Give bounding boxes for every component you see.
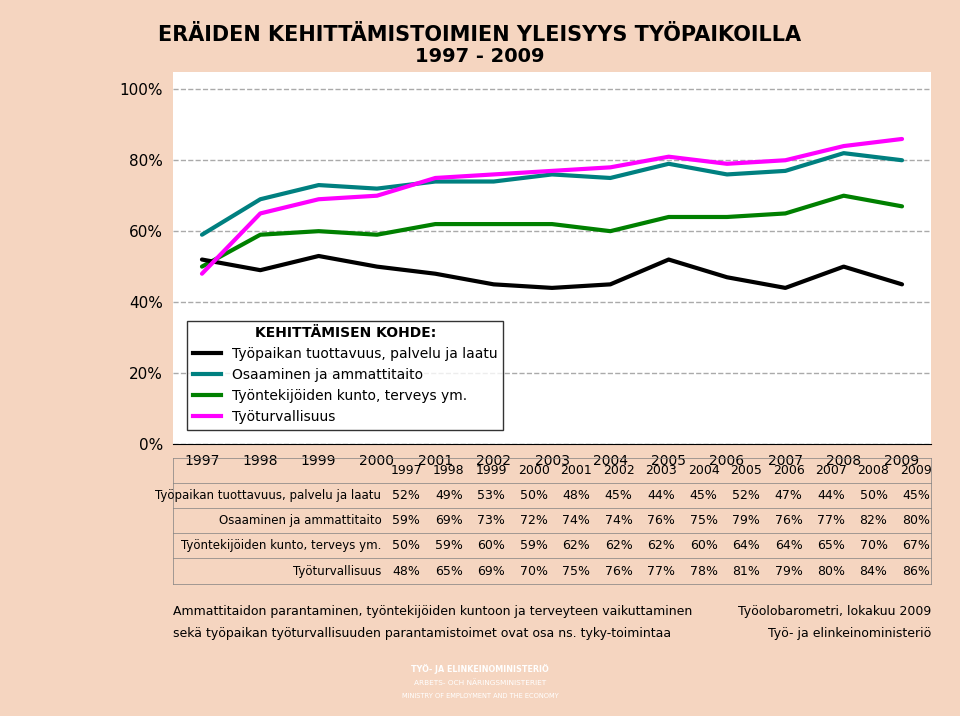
Text: 59%: 59% — [520, 539, 548, 553]
Text: 77%: 77% — [647, 564, 675, 578]
Text: 82%: 82% — [859, 514, 887, 528]
Text: 79%: 79% — [775, 564, 803, 578]
Text: 2009: 2009 — [900, 464, 932, 478]
Text: Osaaminen ja ammattitaito: Osaaminen ja ammattitaito — [219, 514, 381, 528]
Text: Työolobarometri, lokakuu 2009: Työolobarometri, lokakuu 2009 — [738, 605, 931, 618]
Text: 64%: 64% — [732, 539, 760, 553]
Text: Työpaikan tuottavuus, palvelu ja laatu: Työpaikan tuottavuus, palvelu ja laatu — [156, 489, 381, 503]
Text: ARBETS- OCH NÄRINGSMINISTERIET: ARBETS- OCH NÄRINGSMINISTERIET — [414, 679, 546, 686]
Text: Työturvallisuus: Työturvallisuus — [293, 564, 381, 578]
Text: 45%: 45% — [902, 489, 930, 503]
Text: 2008: 2008 — [857, 464, 890, 478]
Text: 1999: 1999 — [475, 464, 507, 478]
Text: Työ- ja elinkeinoministeriö: Työ- ja elinkeinoministeriö — [768, 626, 931, 639]
Text: 2005: 2005 — [731, 464, 762, 478]
Text: ERÄIDEN KEHITTÄMISTOIMIEN YLEISYYS TYÖPAIKOILLA: ERÄIDEN KEHITTÄMISTOIMIEN YLEISYYS TYÖPA… — [158, 25, 802, 45]
Text: 86%: 86% — [902, 564, 930, 578]
Text: 77%: 77% — [817, 514, 845, 528]
Text: 45%: 45% — [605, 489, 633, 503]
Text: 74%: 74% — [605, 514, 633, 528]
Text: 44%: 44% — [817, 489, 845, 503]
Text: 67%: 67% — [902, 539, 930, 553]
Text: 59%: 59% — [435, 539, 463, 553]
Text: 75%: 75% — [563, 564, 590, 578]
Text: 62%: 62% — [563, 539, 590, 553]
Text: 52%: 52% — [393, 489, 420, 503]
Text: 76%: 76% — [647, 514, 675, 528]
Text: 69%: 69% — [435, 514, 463, 528]
Text: 50%: 50% — [859, 489, 888, 503]
Text: 49%: 49% — [435, 489, 463, 503]
Text: 62%: 62% — [647, 539, 675, 553]
Text: 80%: 80% — [817, 564, 845, 578]
Text: 78%: 78% — [689, 564, 718, 578]
Text: 2006: 2006 — [773, 464, 804, 478]
Legend: Työpaikan tuottavuus, palvelu ja laatu, Osaaminen ja ammattitaito, Työntekijöide: Työpaikan tuottavuus, palvelu ja laatu, … — [187, 321, 503, 430]
Text: 50%: 50% — [519, 489, 548, 503]
Text: 76%: 76% — [605, 564, 633, 578]
Text: sekä työpaikan työturvallisuuden parantamistoimet ovat osa ns. tyky-toimintaa: sekä työpaikan työturvallisuuden paranta… — [173, 626, 671, 639]
Text: 1998: 1998 — [433, 464, 465, 478]
Text: 76%: 76% — [775, 514, 803, 528]
Text: 1997: 1997 — [391, 464, 422, 478]
Text: 1997 - 2009: 1997 - 2009 — [416, 47, 544, 66]
Text: 65%: 65% — [435, 564, 463, 578]
Text: 47%: 47% — [775, 489, 803, 503]
Text: Työntekijöiden kunto, terveys ym.: Työntekijöiden kunto, terveys ym. — [181, 539, 381, 553]
Text: 64%: 64% — [775, 539, 803, 553]
Text: TYÖ- JA ELINKEINOMINISTERIÖ: TYÖ- JA ELINKEINOMINISTERIÖ — [411, 664, 549, 674]
Text: 50%: 50% — [393, 539, 420, 553]
Text: 69%: 69% — [477, 564, 505, 578]
Text: Ammattitaidon parantaminen, työntekijöiden kuntoon ja terveyteen vaikuttaminen: Ammattitaidon parantaminen, työntekijöid… — [173, 605, 692, 618]
Text: 65%: 65% — [817, 539, 845, 553]
Text: 84%: 84% — [859, 564, 887, 578]
Text: 2003: 2003 — [645, 464, 677, 478]
Text: 2002: 2002 — [603, 464, 635, 478]
Text: 74%: 74% — [563, 514, 590, 528]
Text: 45%: 45% — [689, 489, 718, 503]
Text: 48%: 48% — [563, 489, 590, 503]
Text: 60%: 60% — [477, 539, 505, 553]
Text: 75%: 75% — [689, 514, 718, 528]
Text: 60%: 60% — [689, 539, 718, 553]
Text: MINISTRY OF EMPLOYMENT AND THE ECONOMY: MINISTRY OF EMPLOYMENT AND THE ECONOMY — [401, 692, 559, 699]
Text: 81%: 81% — [732, 564, 760, 578]
Text: 79%: 79% — [732, 514, 760, 528]
Text: 59%: 59% — [393, 514, 420, 528]
Text: 48%: 48% — [393, 564, 420, 578]
Text: 2007: 2007 — [815, 464, 847, 478]
Text: 2001: 2001 — [561, 464, 592, 478]
Text: 70%: 70% — [859, 539, 888, 553]
Text: 52%: 52% — [732, 489, 760, 503]
Text: 2000: 2000 — [517, 464, 550, 478]
Text: 2004: 2004 — [687, 464, 720, 478]
Text: 80%: 80% — [902, 514, 930, 528]
Text: 53%: 53% — [477, 489, 505, 503]
Text: 72%: 72% — [520, 514, 548, 528]
Text: 44%: 44% — [647, 489, 675, 503]
Text: 62%: 62% — [605, 539, 633, 553]
Text: 70%: 70% — [519, 564, 548, 578]
Text: 73%: 73% — [477, 514, 505, 528]
